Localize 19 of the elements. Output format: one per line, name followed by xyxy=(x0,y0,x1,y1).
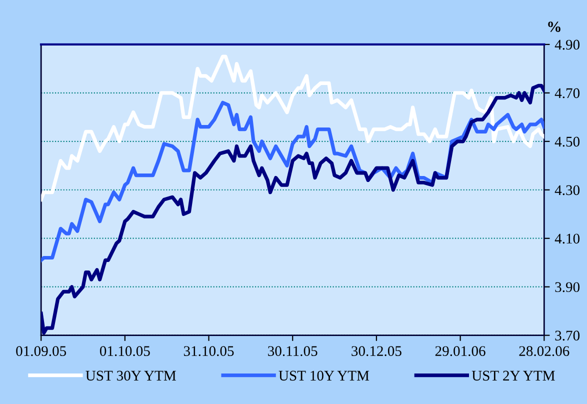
x-tick-label: 30.12.05 xyxy=(352,346,402,356)
x-tick-label: 29.01.06 xyxy=(435,346,486,356)
y-tick-label: 4.30 xyxy=(554,185,580,196)
legend-label: UST 30Y YTM xyxy=(86,370,176,381)
y-tick-label: 4.70 xyxy=(554,88,580,98)
line-series xyxy=(41,54,544,202)
legend-label: UST 2Y YTM xyxy=(472,370,555,381)
x-tick-label: 01.10.05 xyxy=(100,346,150,356)
x-tick-label: 31.10.05 xyxy=(184,346,234,356)
y-tick-label: 3.90 xyxy=(555,282,580,292)
y-tick-label: 4.50 xyxy=(554,136,580,147)
y-tick-label: 3.70 xyxy=(555,330,580,341)
y-tick-label: 4.90 xyxy=(554,40,580,50)
y-tick-label: 4.10 xyxy=(554,234,580,244)
y-axis-title: % xyxy=(548,22,560,32)
x-tick-label: 30.11.05 xyxy=(268,346,318,356)
x-tick-label: 28.02.06 xyxy=(519,346,570,356)
legend-label: UST 10Y YTM xyxy=(278,370,370,381)
x-tick-label: 01.09.05 xyxy=(16,346,66,356)
